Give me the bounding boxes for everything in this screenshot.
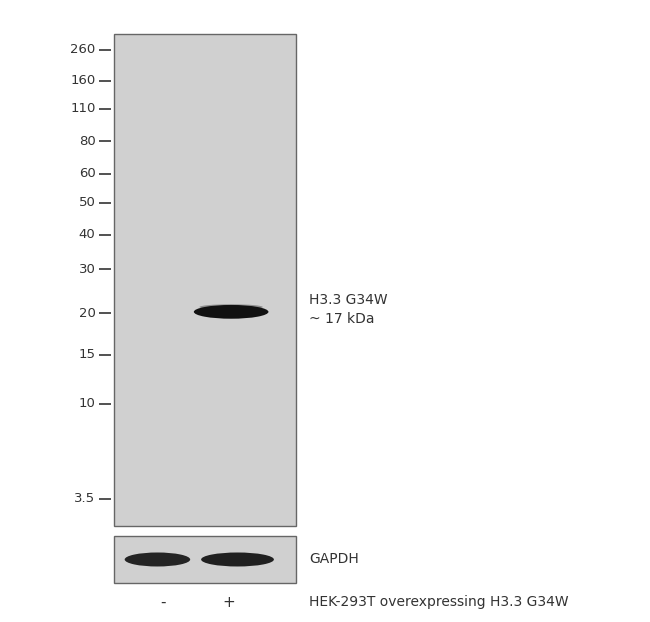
Text: 40: 40 (79, 228, 96, 241)
Text: GAPDH: GAPDH (309, 552, 359, 567)
Text: -: - (160, 595, 166, 610)
Text: 10: 10 (79, 397, 96, 411)
Ellipse shape (201, 552, 274, 567)
Text: 60: 60 (79, 167, 96, 180)
Text: 15: 15 (79, 348, 96, 361)
Text: 50: 50 (79, 197, 96, 209)
Text: 20: 20 (79, 307, 96, 320)
Ellipse shape (125, 552, 190, 567)
Text: 110: 110 (70, 103, 96, 116)
Text: 160: 160 (70, 75, 96, 88)
Text: 30: 30 (79, 262, 96, 276)
Text: H3.3 G34W
~ 17 kDa: H3.3 G34W ~ 17 kDa (309, 292, 387, 326)
Bar (114, 536, 296, 583)
Ellipse shape (194, 305, 268, 318)
Text: HEK-293T overexpressing H3.3 G34W: HEK-293T overexpressing H3.3 G34W (309, 595, 568, 609)
Ellipse shape (200, 304, 263, 310)
Text: 3.5: 3.5 (74, 492, 96, 505)
Bar (114, 34, 296, 526)
Text: 260: 260 (70, 44, 96, 57)
Text: +: + (222, 595, 235, 610)
Text: 80: 80 (79, 135, 96, 148)
